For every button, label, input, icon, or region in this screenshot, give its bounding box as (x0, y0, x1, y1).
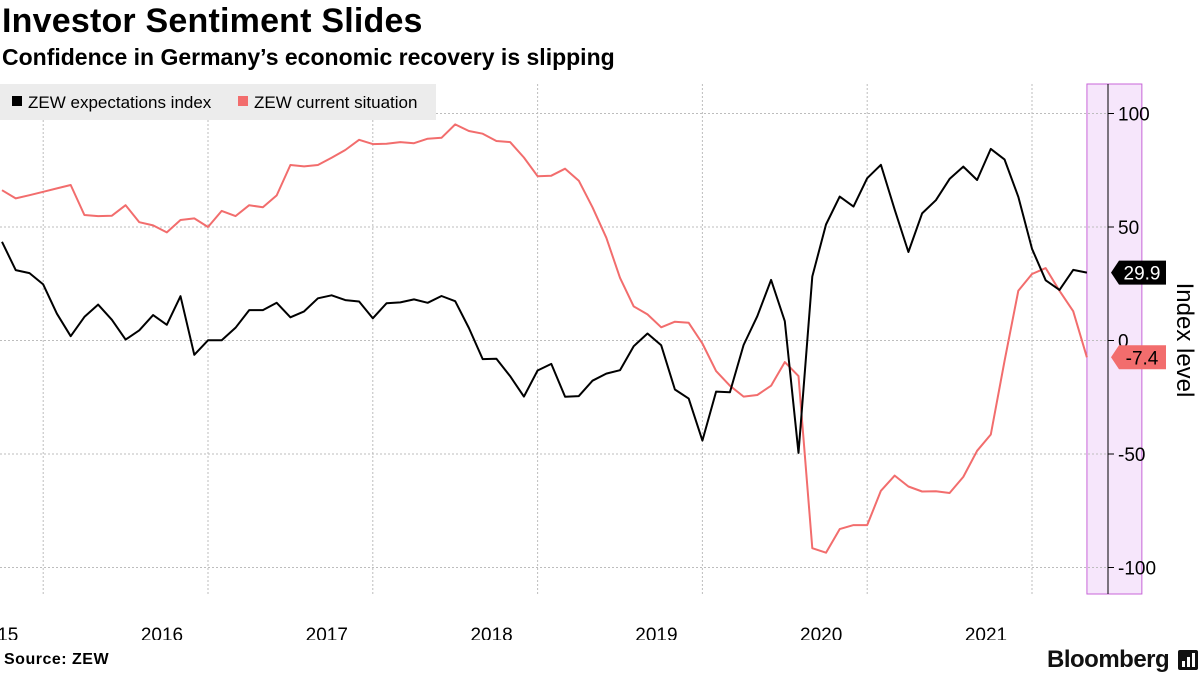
legend: ZEW expectations index ZEW current situat… (0, 84, 436, 120)
legend-item-current-situation: ZEW current situation (238, 93, 417, 112)
y-tick-label: 100 (1118, 105, 1150, 126)
y-tick-label: -50 (1118, 445, 1145, 466)
current-situation-end-label: -7.4 (1111, 345, 1166, 370)
legend-label: ZEW expectations index (28, 93, 212, 112)
expectations-series-line (1, 147, 1088, 454)
current-situation-series-line (1, 123, 1088, 554)
x-tick-label: 2017 (306, 625, 348, 640)
highlight-band (1086, 83, 1143, 595)
y-tick-label: 0 (1118, 332, 1129, 353)
expectations-end-label: 29.9 (1111, 260, 1166, 285)
source-note: Source: ZEW (4, 651, 110, 668)
end-label-tag (1111, 345, 1166, 370)
legend-swatch (12, 96, 22, 106)
bloomberg-terminal-icon (1178, 650, 1198, 670)
x-tick-label: 2016 (141, 625, 183, 640)
x-tick-label: 2015 (0, 625, 18, 640)
x-tick-label: 2021 (965, 625, 1007, 640)
legend-swatch (238, 96, 248, 106)
legend-background (0, 84, 436, 120)
x-tick-label: 2020 (800, 625, 842, 640)
end-label-value: 29.9 (1124, 264, 1161, 285)
legend-item-expectations: ZEW expectations index (12, 93, 212, 112)
y-axis-title: Index level (1171, 283, 1198, 398)
brand-logo-text: Bloomberg (1047, 646, 1170, 673)
legend-label: ZEW current situation (254, 93, 417, 112)
end-label-tag (1111, 260, 1166, 285)
x-tick-label: 2019 (635, 625, 677, 640)
chart-title: Investor Sentiment Slides (2, 2, 423, 40)
line-chart: 100 50 0 -50 -100 2015 2016 2017 2018 2019 2020 202… (0, 83, 1198, 640)
x-tick-label: 2018 (470, 625, 512, 640)
y-tick-label: -100 (1118, 559, 1156, 580)
y-tick-label: 50 (1118, 218, 1139, 239)
chart-subtitle: Confidence in Germany’s economic recover… (2, 44, 615, 70)
end-label-value: -7.4 (1126, 348, 1159, 369)
